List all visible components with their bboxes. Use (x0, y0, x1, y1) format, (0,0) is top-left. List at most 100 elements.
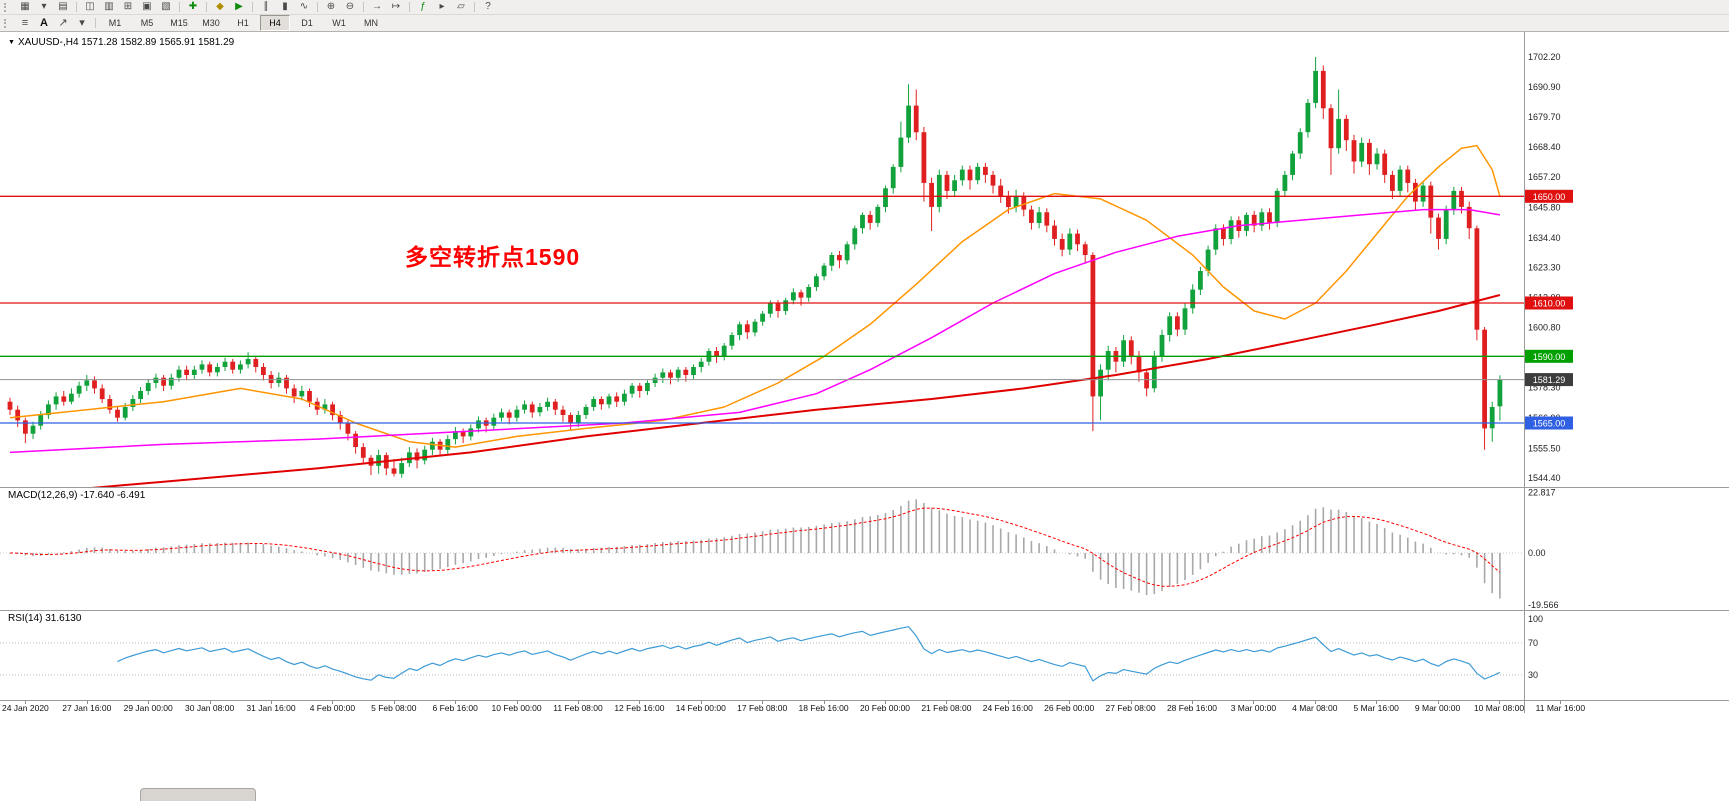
rsi-axis-label: 30 (1528, 670, 1538, 680)
toolbar-separator (363, 2, 364, 12)
toolbar-separator (252, 2, 253, 12)
candle-body (1121, 340, 1126, 362)
price-badge (1525, 373, 1573, 387)
new-order-icon[interactable]: ✚ (188, 1, 198, 12)
rsi-panel[interactable]: 100 70 30 (0, 611, 1729, 700)
candle-body (921, 132, 927, 183)
candle-body (890, 166, 896, 189)
chart-shift-icon[interactable]: ↦ (391, 1, 401, 12)
candle-body (1328, 108, 1334, 149)
zoom-out-icon[interactable]: ⊖ (345, 1, 355, 12)
tools-timeframe-toolbar: ≡ A ↗ ▾ M1 M5 M15 M30 H1 H4 D1 W1 MN (0, 15, 1729, 32)
candle-body (253, 359, 259, 367)
timeframe-button-d1[interactable]: D1 (301, 18, 313, 28)
text-tool-icon[interactable]: A (40, 16, 48, 29)
data-window-icon[interactable]: ▥ (104, 1, 114, 12)
time-axis-label: 28 Feb 16:00 (1166, 703, 1218, 713)
metaeditor-icon[interactable]: ◆ (216, 1, 224, 12)
time-axis-tick (639, 701, 641, 704)
timeframe-button-m30[interactable]: M30 (202, 18, 220, 28)
templates-icon[interactable]: ▱ (457, 1, 465, 12)
candles-chart-icon[interactable]: ▮ (282, 1, 288, 12)
candle-body (422, 449, 428, 461)
toolbar-drag-handle-icon[interactable] (4, 18, 11, 28)
time-axis-label: 4 Mar 08:00 (1292, 703, 1338, 713)
rsi-label: RSI(14) 31.6130 (8, 613, 82, 624)
toolbar-drag-handle-icon[interactable] (4, 2, 11, 12)
rsi-axis-label: 100 (1528, 614, 1543, 624)
candle-body (721, 345, 727, 357)
market-watch-icon[interactable]: ◫ (85, 1, 95, 12)
candle-body (791, 292, 796, 301)
candle-body (821, 265, 827, 277)
time-axis-label: 11 Feb 08:00 (553, 703, 603, 713)
candle-body (207, 364, 213, 373)
navigator-icon[interactable]: ⊞ (123, 1, 133, 12)
auto-scroll-icon[interactable]: → (372, 1, 382, 12)
time-axis-tick (946, 701, 948, 704)
candle-body (414, 452, 420, 461)
ma-fast-orange (9, 144, 1501, 448)
candle-body (92, 380, 97, 389)
candle-body (1006, 196, 1011, 207)
chart-text-annotation[interactable]: 多空转折点1590 (405, 244, 581, 270)
candle-body (1413, 182, 1418, 202)
timeframe-button-h4[interactable]: H4 (260, 15, 290, 31)
candle-body (837, 255, 842, 261)
tools-dropdown-icon[interactable]: ▾ (79, 16, 85, 29)
time-axis-tick (885, 701, 886, 704)
autotrading-icon[interactable]: ▶ (235, 1, 243, 12)
periods-dropdown-icon[interactable]: ▸ (439, 1, 445, 12)
bars-chart-icon[interactable]: ∥ (263, 1, 269, 12)
objects-tool-icon[interactable]: ≡ (21, 16, 29, 29)
candle-body (168, 377, 174, 386)
timeframe-button-m15[interactable]: M15 (170, 18, 188, 28)
time-axis-tick (393, 701, 395, 704)
panel-separator[interactable] (0, 487, 1729, 488)
macd-panel[interactable]: 22.817 0.00 -19.566 (0, 488, 1729, 610)
help-icon[interactable]: ? (485, 1, 491, 12)
candle-body (1021, 196, 1027, 210)
candle-body (284, 377, 289, 389)
panel-separator[interactable] (0, 700, 1729, 701)
terminal-icon[interactable]: ▣ (142, 1, 152, 12)
candle-body (15, 409, 21, 421)
time-axis-label: 10 Feb 00:00 (491, 703, 542, 713)
chart-list-dropdown-icon[interactable]: ▾ (41, 1, 47, 12)
panel-separator[interactable] (0, 610, 1729, 611)
time-axis-tick (332, 701, 334, 704)
candle-body (115, 409, 120, 418)
candle-body (1251, 214, 1257, 226)
candle-body (330, 404, 335, 416)
candle-body (568, 415, 573, 423)
arrow-tool-icon[interactable]: ↗ (58, 16, 68, 29)
chart-area[interactable]: ▼ XAUUSD-,H4 1571.28 1582.89 1565.91 1581… (0, 32, 1729, 714)
indicators-icon[interactable]: ƒ (420, 1, 426, 12)
main-price-chart[interactable]: 1702.20 1690.90 1679.70 1668.40 1657.20 1645.… (0, 32, 1729, 487)
profiles-icon[interactable]: ▤ (58, 1, 68, 12)
chart-tab-fragment[interactable] (140, 788, 256, 801)
candle-body (622, 393, 627, 402)
candle-body (1436, 217, 1441, 239)
candle-body (983, 166, 988, 175)
candle-body (261, 367, 266, 375)
timeframe-button-w1[interactable]: W1 (332, 18, 346, 28)
price-axis-label: 1623.30 (1528, 263, 1561, 273)
timeframe-button-m1[interactable]: M1 (108, 18, 122, 28)
time-axis-label: 31 Jan 16:00 (246, 703, 296, 713)
candle-body (1343, 118, 1349, 141)
candle-body (1489, 407, 1495, 429)
candle-body (1082, 244, 1088, 255)
time-axis[interactable]: 24 Jan 2020 27 Jan 16:00 29 Jan 00:00 30 Ja… (0, 701, 1729, 714)
zoom-in-icon[interactable]: ⊕ (326, 1, 336, 12)
timeframe-button-h1[interactable]: H1 (237, 18, 249, 28)
timeframe-button-mn[interactable]: MN (364, 18, 378, 28)
strategy-tester-icon[interactable]: ▧ (161, 1, 171, 12)
candle-body (184, 369, 189, 375)
new-chart-icon[interactable]: ▦ (20, 1, 30, 12)
line-chart-icon[interactable]: ∿ (299, 1, 309, 12)
timeframe-button-m5[interactable]: M5 (140, 18, 154, 28)
candle-body (1144, 372, 1149, 389)
candle-body (1075, 233, 1080, 245)
time-axis-tick (455, 701, 457, 704)
